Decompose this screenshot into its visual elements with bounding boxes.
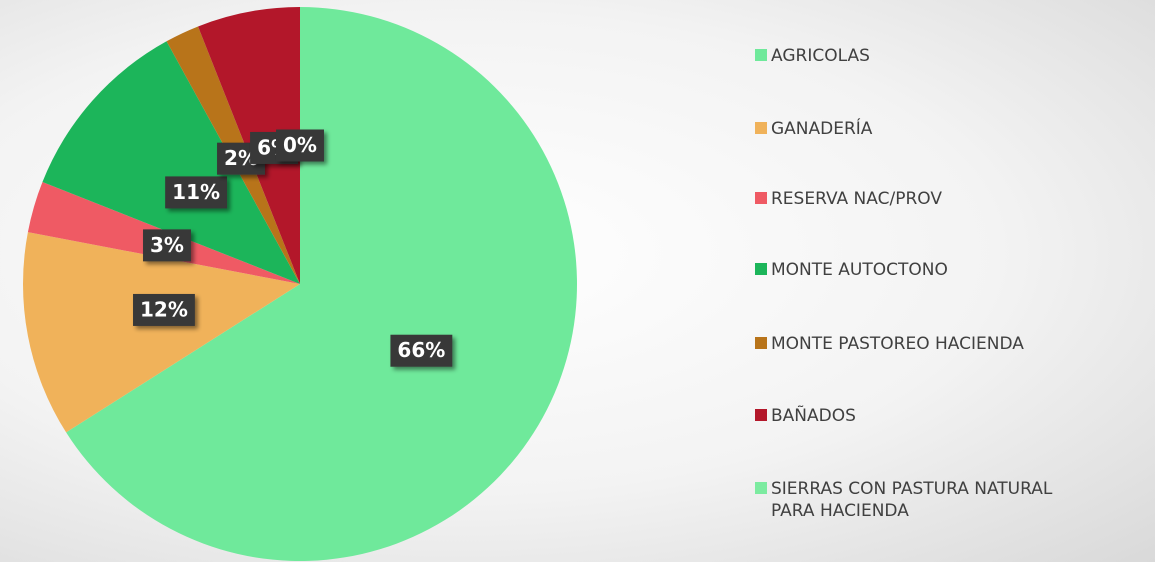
legend-swatch	[755, 482, 767, 494]
pie-slice	[66, 7, 578, 561]
legend-item: MONTE AUTOCTONO	[755, 259, 1125, 281]
data-label: 66%	[390, 334, 453, 367]
legend-item: GANADERÍA	[755, 118, 1125, 140]
data-label: 3%	[143, 229, 191, 262]
legend-swatch	[755, 49, 767, 61]
data-labels: 66%12%3%11%2% 6%0%	[133, 129, 453, 367]
legend-item: MONTE PASTOREO HACIENDA	[755, 333, 1125, 355]
data-label-box	[276, 129, 324, 162]
data-label: 11%	[165, 176, 228, 209]
legend-item: RESERVA NAC/PROV	[755, 188, 1125, 210]
data-label-text: 11%	[172, 180, 220, 204]
legend-label: GANADERÍA	[771, 119, 873, 139]
legend-label: MONTE PASTOREO HACIENDA	[771, 334, 1024, 354]
data-label-text: 12%	[140, 297, 188, 321]
legend-label: SIERRAS CON PASTURA NATURAL PARA HACIEND…	[771, 479, 1053, 521]
legend-swatch	[755, 122, 767, 134]
data-label-text: 0%	[283, 133, 317, 157]
legend-label: MONTE AUTOCTONO	[771, 260, 948, 280]
data-label-text: 3%	[150, 233, 184, 257]
legend-item: AGRICOLAS	[755, 45, 1125, 67]
legend-label: RESERVA NAC/PROV	[771, 189, 942, 209]
data-label-text: 66%	[397, 338, 445, 362]
legend-swatch	[755, 337, 767, 349]
legend-item: SIERRAS CON PASTURA NATURAL PARA HACIEND…	[755, 478, 1125, 522]
data-label: 0%	[276, 129, 324, 162]
legend-label: AGRICOLAS	[771, 46, 870, 66]
data-label-box	[165, 176, 228, 209]
legend-swatch	[755, 263, 767, 275]
pie-slice	[42, 41, 301, 285]
chart: 66%12%3%11%2% 6%0%	[23, 6, 578, 561]
legend-label: BAÑADOS	[771, 406, 856, 426]
legend-swatch	[755, 409, 767, 421]
data-label-box	[133, 293, 195, 326]
pie-slice	[23, 232, 301, 433]
data-label-box	[390, 334, 453, 367]
data-label-box	[143, 229, 191, 262]
legend-swatch	[755, 192, 767, 204]
pie	[23, 6, 578, 561]
data-label: 12%	[133, 293, 195, 326]
legend-item: BAÑADOS	[755, 405, 1125, 427]
